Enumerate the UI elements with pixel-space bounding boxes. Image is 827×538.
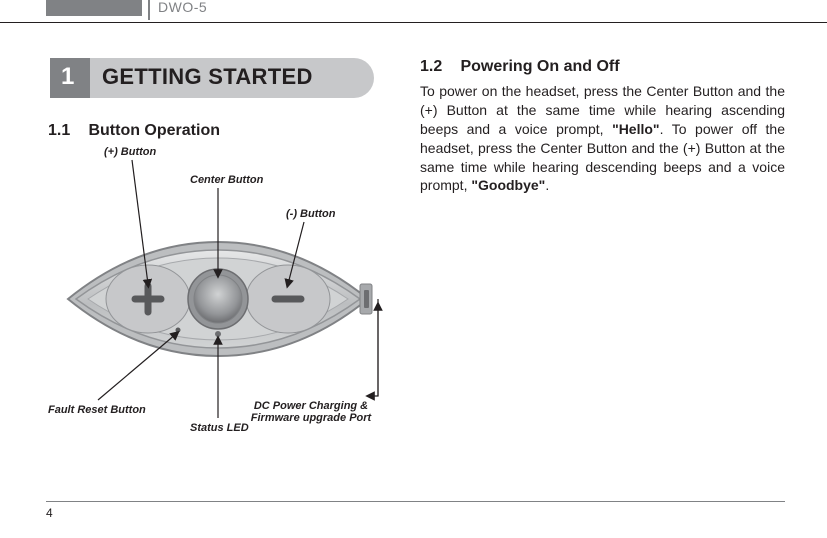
section-1-2-title: Powering On and Off <box>460 58 619 75</box>
label-status-led: Status LED <box>190 422 249 434</box>
section-1-2-heading: 1.2 Powering On and Off <box>420 58 785 76</box>
body-d: "Goodbye" <box>471 177 545 193</box>
page-header: DWO-5 <box>0 0 827 18</box>
label-minus-button: (-) Button <box>286 208 335 220</box>
label-plus-button: (+) Button <box>104 146 156 158</box>
section-1-1-number: 1.1 <box>48 122 84 140</box>
label-fault-reset: Fault Reset Button <box>48 404 146 416</box>
label-port-line1: DC Power Charging & <box>254 400 368 412</box>
section-1-2-number: 1.2 <box>420 58 456 76</box>
chapter-pill: 1 GETTING STARTED <box>50 58 374 98</box>
chapter-number: 1 <box>61 63 74 91</box>
body-e: . <box>545 177 549 193</box>
footer-rule <box>46 501 785 502</box>
header-rule <box>0 22 827 23</box>
header-model: DWO-5 <box>158 0 207 15</box>
button-diagram: (+) Button Center Button (-) Button Faul… <box>48 146 388 456</box>
page-number: 4 <box>46 506 53 520</box>
section-1-1-heading: 1.1 Button Operation <box>48 122 396 140</box>
section-1-1-title: Button Operation <box>88 122 220 139</box>
header-divider <box>148 0 150 20</box>
section-1-2-body: To power on the headset, press the Cente… <box>420 82 785 195</box>
label-port: DC Power Charging & Firmware upgrade Por… <box>246 400 376 424</box>
body-b: "Hello" <box>612 121 660 137</box>
header-accent-bar <box>46 0 142 16</box>
label-center-button: Center Button <box>190 174 263 186</box>
label-port-line2: Firmware upgrade Port <box>251 412 371 424</box>
chapter-title: GETTING STARTED <box>102 64 313 90</box>
